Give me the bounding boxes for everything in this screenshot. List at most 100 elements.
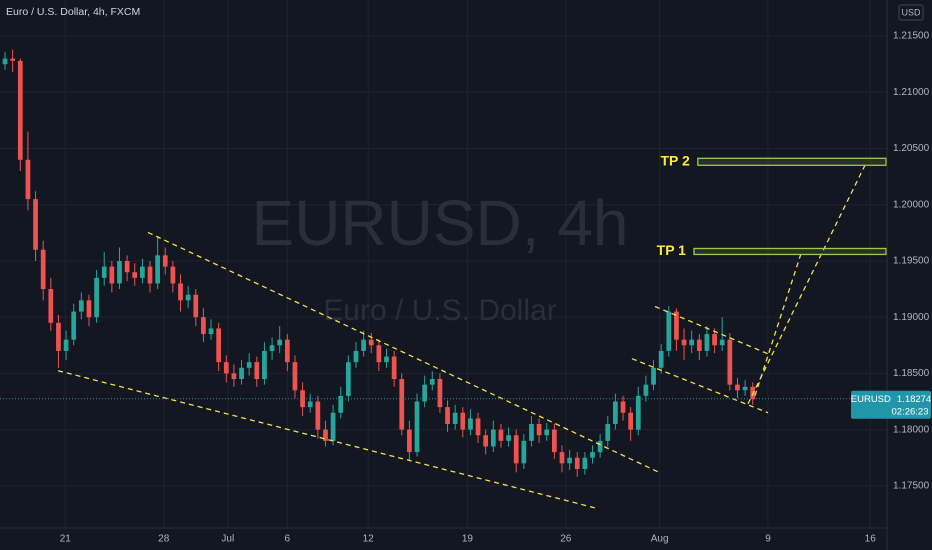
candle-body (307, 401, 313, 408)
trendline (57, 370, 596, 509)
last-price-box (851, 390, 931, 419)
candle-body (567, 457, 572, 464)
currency-box[interactable] (898, 4, 924, 21)
candle-body (353, 350, 359, 363)
candle-body (2, 58, 8, 65)
candle-body (376, 345, 382, 363)
candle-body (529, 423, 534, 441)
candle-body (48, 289, 54, 323)
countdown: 02:26:23 (892, 406, 929, 417)
candle-body (330, 412, 336, 441)
candle-body (78, 300, 84, 312)
candle-body (414, 401, 420, 453)
candle-body (681, 339, 687, 346)
candle-body (551, 429, 557, 453)
price-label: EURUSD 1.18274 02:26:23 (851, 390, 931, 419)
trendline (754, 250, 803, 396)
candle-body (94, 277, 99, 318)
x-tick-label: 19 (462, 534, 474, 545)
x-tick-label: 12 (363, 534, 375, 545)
candle-body (315, 401, 321, 430)
grid (0, 0, 887, 528)
candle-body (666, 311, 672, 351)
candle-body (109, 266, 115, 284)
candle-body (628, 412, 634, 430)
candle-body (25, 159, 31, 200)
candle-body (605, 423, 611, 441)
candle-body (40, 249, 46, 290)
candle-body (696, 339, 702, 351)
candle-body (155, 255, 160, 284)
chart-title: Euro / U.S. Dollar, 4h, FXCM (6, 6, 140, 18)
candle-body (521, 440, 527, 464)
watermark: EURUSD, 4h (252, 187, 629, 259)
candle-body (56, 322, 61, 351)
candle-body (300, 390, 305, 408)
candle-body (368, 339, 374, 346)
candle-body (170, 266, 176, 284)
candle-body (147, 266, 153, 284)
candle-body (689, 339, 695, 346)
candle-body (460, 412, 466, 430)
y-tick-label: 1.21500 (893, 31, 930, 42)
candle-body (468, 418, 473, 430)
candle-body (490, 429, 496, 447)
candle-body (651, 367, 656, 385)
candle-body (582, 457, 588, 469)
last-price-label: EURUSD 1.18274 (851, 393, 931, 404)
candle-body (86, 300, 92, 318)
candle-body (635, 395, 641, 430)
trendline (147, 231, 661, 474)
candle-body (216, 328, 222, 363)
candle-body (620, 401, 626, 413)
candle-body (513, 435, 519, 464)
currency[interactable]: USD (901, 7, 921, 17)
candle-body (407, 429, 412, 453)
candle-body (71, 311, 77, 340)
candle-body (201, 317, 206, 335)
candle-body (223, 362, 229, 374)
y-tick-label: 1.18500 (893, 368, 930, 379)
candle-body (246, 362, 252, 368)
candle-body (674, 311, 679, 340)
candle-body (323, 429, 328, 441)
candle-body (452, 412, 458, 424)
y-tick-label: 1.20500 (893, 143, 930, 154)
candle-body (704, 334, 710, 351)
candle-body (613, 401, 618, 424)
candle-body (475, 418, 481, 436)
candle-body (437, 379, 443, 408)
y-tick-label: 1.18000 (893, 424, 930, 435)
candle-body (239, 367, 244, 380)
candle-body (101, 266, 107, 278)
candle-body (429, 379, 435, 385)
candle-body (445, 407, 450, 424)
y-tick-label: 1.17500 (893, 480, 930, 491)
candle-body (63, 339, 69, 351)
candle-body (117, 260, 122, 284)
candle-body (140, 266, 145, 278)
candle-body (277, 339, 283, 346)
candle-body (162, 255, 168, 267)
target-label: TP 2 (660, 152, 690, 168)
candle-body (345, 362, 351, 396)
x-tick-label: 16 (865, 534, 877, 545)
trendline (654, 305, 771, 356)
candle-body (742, 386, 748, 391)
candle-body (643, 384, 649, 396)
candle-body (17, 60, 23, 160)
candle-body (132, 272, 138, 278)
candle-body (231, 373, 237, 380)
y-tick-label: 1.20000 (893, 199, 930, 210)
x-tick-label: 28 (158, 534, 170, 545)
trendline (631, 358, 769, 414)
candle-body (208, 328, 214, 335)
candle-body (284, 339, 290, 363)
y-tick-label: 1.19000 (893, 312, 930, 323)
x-tick-label: Jul (221, 534, 234, 545)
candle-body (712, 334, 717, 346)
candle-body (292, 362, 298, 391)
target-label: TP 1 (657, 242, 687, 258)
